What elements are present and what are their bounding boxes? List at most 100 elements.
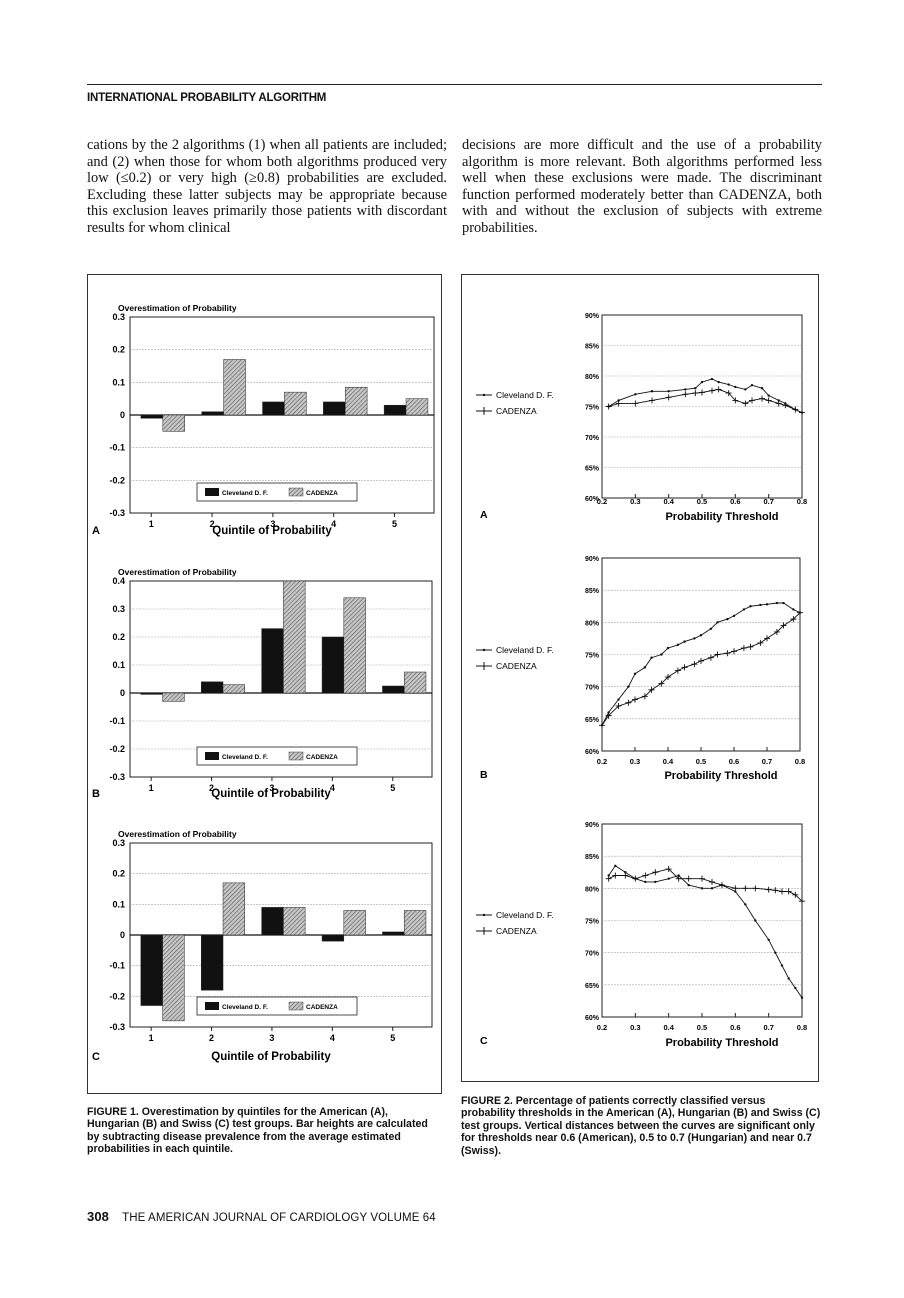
legend-label-cadenza: CADENZA	[306, 1004, 338, 1011]
bar-cadenza	[162, 934, 185, 1022]
point-cleveland	[694, 387, 697, 390]
x-tick-label: 3	[270, 519, 275, 529]
legend-swatch-cleveland	[205, 752, 219, 760]
x-tick-label: 5	[392, 519, 397, 529]
point-cleveland	[683, 640, 686, 643]
x-tick-label: 0.2	[597, 1023, 607, 1032]
x-tick-label: 2	[209, 783, 214, 793]
bar-cadenza	[403, 910, 427, 936]
x-tick-label: 4	[331, 519, 336, 529]
point-cadenza	[691, 661, 698, 668]
x-tick-label: 0.7	[763, 1023, 773, 1032]
panel-label: A	[92, 525, 100, 537]
point-cadenza	[622, 872, 629, 879]
bar-cadenza	[405, 398, 429, 416]
page-number: 308	[87, 1209, 109, 1224]
bar-cleveland	[323, 401, 346, 416]
point-cleveland	[717, 380, 720, 384]
figure-2-caption: FIGURE 2. Percentage of patients correct…	[461, 1095, 821, 1157]
point-cleveland	[654, 880, 657, 884]
y-tick-label: 80%	[585, 620, 600, 627]
legend-box	[196, 482, 358, 502]
panel-label: A	[480, 509, 488, 521]
point-cadenza	[682, 391, 689, 398]
bar-cleveland	[261, 628, 284, 694]
point-cadenza	[685, 875, 692, 882]
point-cadenza	[732, 397, 739, 404]
x-tick-label: 0.3	[630, 1023, 640, 1032]
point-cleveland	[734, 385, 737, 389]
point-cleveland	[684, 388, 687, 391]
point-cleveland	[650, 656, 653, 659]
y-tick-label: 85%	[585, 344, 600, 351]
point-cleveland	[709, 627, 713, 630]
x-tick-label: 0.8	[795, 757, 805, 766]
bar-cadenza	[222, 684, 246, 694]
bar-cleveland	[383, 404, 407, 416]
point-cleveland	[744, 903, 747, 906]
x-tick-label: 0.8	[797, 497, 807, 506]
y-tick-label: 70%	[585, 685, 600, 692]
point-cadenza	[632, 875, 639, 882]
point-cleveland	[759, 603, 762, 607]
y-tick-label: 85%	[585, 854, 600, 861]
y-tick-label: 60%	[585, 1015, 600, 1022]
point-cadenza	[790, 616, 797, 623]
header-rule	[87, 84, 822, 85]
series-line-cadenza	[608, 868, 803, 902]
point-cadenza	[674, 667, 681, 674]
y-tick-label: 0.1	[112, 377, 125, 387]
x-tick-label: 5	[390, 1033, 395, 1043]
bar-cleveland	[321, 636, 345, 694]
bar-cleveland	[140, 934, 163, 1006]
running-header: INTERNATIONAL PROBABILITY ALGORITHM	[87, 92, 327, 104]
point-cleveland	[677, 874, 680, 877]
x-axis-label: Quintile of Probability	[211, 1051, 331, 1063]
point-cleveland	[700, 380, 704, 384]
series-line-cleveland	[608, 378, 803, 414]
bar-cadenza	[283, 580, 306, 694]
bar-cadenza	[222, 882, 246, 936]
point-cadenza	[749, 397, 755, 404]
point-cadenza	[719, 882, 725, 889]
x-tick-label: 0.5	[697, 497, 707, 506]
series-line-cadenza	[601, 612, 801, 726]
point-cadenza	[747, 643, 754, 650]
y-tick-label: 90%	[585, 822, 600, 829]
point-cadenza	[742, 400, 749, 407]
y-tick-label: 65%	[585, 983, 600, 990]
point-cleveland	[634, 393, 637, 396]
point-cadenza	[742, 885, 749, 892]
point-cadenza	[605, 875, 612, 882]
point-cadenza	[648, 686, 655, 693]
legend-label-cleveland: Cleveland D. F.	[496, 910, 554, 920]
bar-cleveland	[140, 692, 163, 695]
point-cadenza	[752, 885, 759, 892]
point-cleveland	[767, 394, 770, 397]
x-tick-label: 0.2	[597, 757, 607, 766]
bar-cadenza	[284, 391, 307, 416]
point-cadenza	[605, 712, 612, 719]
point-cadenza	[765, 397, 772, 404]
point-cadenza	[709, 387, 715, 394]
point-cadenza	[665, 674, 671, 681]
point-cleveland	[614, 864, 617, 868]
bar-cadenza	[344, 386, 368, 416]
point-cadenza	[782, 402, 789, 409]
point-cleveland	[742, 608, 746, 611]
legend-label-cadenza: CADENZA	[306, 754, 338, 761]
chart-title: Overestimation of Probability	[118, 829, 237, 839]
y-tick-label: 0.2	[112, 869, 125, 879]
series-line-cleveland	[601, 602, 801, 726]
x-tick-label: 0.6	[730, 497, 740, 506]
point-cadenza	[780, 622, 787, 629]
y-tick-label: 70%	[585, 435, 600, 442]
figure-2: 90% 85% 80% 75% 70% 65% 60% 0.2 0.3 0.4 0.5 0.6 0.7 0…	[461, 274, 819, 1082]
series-line-cadenza	[608, 388, 803, 414]
x-tick-label: 0.6	[729, 757, 739, 766]
point-cleveland	[617, 399, 620, 402]
x-tick-label: 0.5	[697, 1023, 707, 1032]
y-tick-label: 75%	[585, 919, 600, 926]
